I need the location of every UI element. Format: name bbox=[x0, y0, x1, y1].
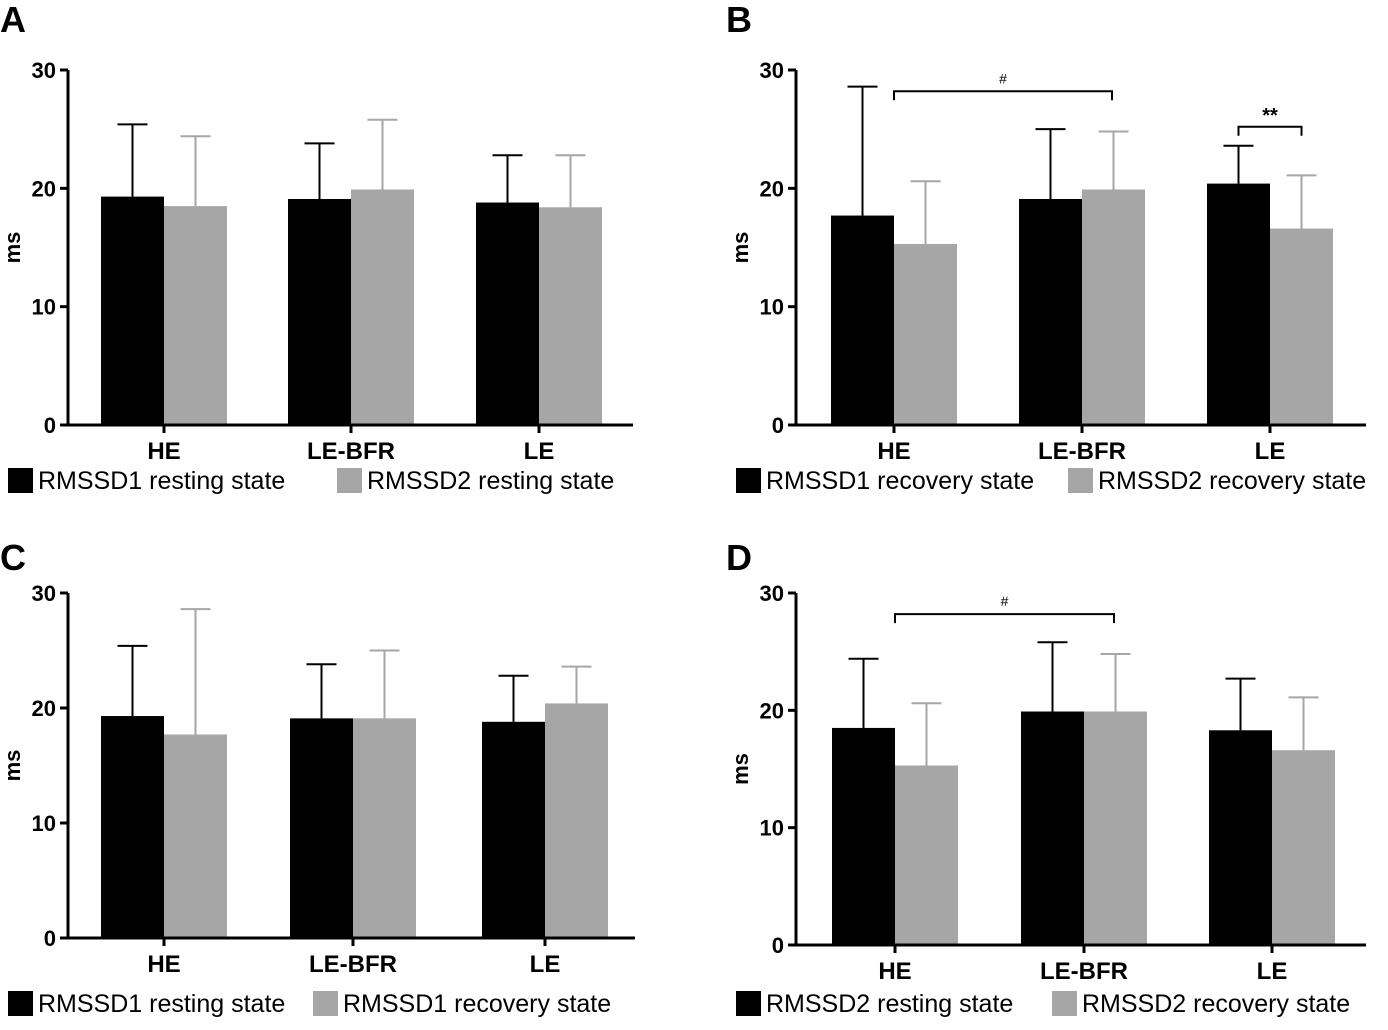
panel-letter: B bbox=[726, 0, 752, 40]
y-tick-label: 20 bbox=[760, 698, 784, 723]
chart-panel-c: Cms 0 10 20 30 HE LE-BFR LE RMSSD1 resting state… bbox=[0, 537, 635, 1018]
x-category-label: LE-BFR bbox=[1038, 438, 1126, 465]
y-axis-label: ms bbox=[728, 753, 753, 785]
bar-rmssd1-recovery-state-le-bfr bbox=[1019, 198, 1082, 425]
y-tick-label: 30 bbox=[760, 58, 784, 83]
chart-panel-a: Ams 0 10 20 30 HE LE-BFR LE RMSSD1 resting state… bbox=[0, 0, 633, 495]
bar-rmssd1-recovery-state-he bbox=[164, 734, 227, 938]
bar-rmssd1-resting-state-le bbox=[476, 202, 539, 425]
legend-entry: RMSSD2 recovery state bbox=[1082, 990, 1350, 1018]
bar-rmssd2-resting-state-le-bfr bbox=[351, 189, 414, 425]
legend-swatch bbox=[8, 468, 33, 493]
legend-entry: RMSSD2 recovery state bbox=[1098, 467, 1366, 495]
legend-swatch bbox=[337, 468, 362, 493]
legend-entry: RMSSD1 recovery state bbox=[343, 990, 611, 1018]
legend-swatch bbox=[1068, 468, 1093, 493]
significance-bracket bbox=[894, 613, 1115, 624]
y-tick-label: 20 bbox=[32, 176, 56, 201]
panel-letter: C bbox=[0, 537, 26, 578]
y-tick-label: 10 bbox=[760, 816, 784, 841]
y-tick-label: 20 bbox=[760, 176, 784, 201]
x-category-label: LE-BFR bbox=[1040, 958, 1128, 985]
x-category-label: LE bbox=[530, 951, 561, 978]
bar-rmssd2-resting-state-le bbox=[539, 207, 602, 425]
bar-rmssd1-resting-state-le bbox=[482, 721, 545, 938]
significance-bracket bbox=[1237, 125, 1303, 136]
x-category-label: LE bbox=[524, 438, 555, 465]
y-tick-label: 20 bbox=[32, 696, 56, 721]
y-tick-label: 30 bbox=[32, 58, 56, 83]
bar-rmssd1-resting-state-he bbox=[101, 196, 164, 425]
y-tick-label: 10 bbox=[760, 295, 784, 320]
bar-rmssd1-resting-state-le-bfr bbox=[290, 718, 353, 938]
legend-swatch bbox=[736, 991, 761, 1016]
bar-rmssd2-recovery-state-le-bfr bbox=[1084, 711, 1147, 945]
legend-entry: RMSSD2 resting state bbox=[766, 990, 1013, 1018]
legend-swatch bbox=[313, 991, 338, 1016]
bar-rmssd1-recovery-state-he bbox=[831, 215, 894, 425]
bar-rmssd2-recovery-state-le bbox=[1270, 228, 1333, 425]
significance-label: ** bbox=[1262, 105, 1278, 127]
y-axis-label: ms bbox=[0, 232, 25, 264]
bar-rmssd2-recovery-state-le-bfr bbox=[1082, 189, 1145, 425]
bar-rmssd1-recovery-state-le bbox=[545, 703, 608, 938]
bar-rmssd2-resting-state-le-bfr bbox=[1021, 711, 1084, 945]
y-axis-label: ms bbox=[728, 232, 753, 264]
bar-rmssd2-resting-state-he bbox=[164, 206, 227, 425]
y-tick-label: 10 bbox=[32, 811, 56, 836]
y-tick-label: 30 bbox=[760, 581, 784, 606]
legend-entry: RMSSD1 resting state bbox=[38, 990, 285, 1018]
chart-panel-b: Bms 0 10 20 30 HE LE-BFR LE # ** RMSSD1 recovery s… bbox=[726, 0, 1366, 495]
y-axis-label: ms bbox=[0, 750, 25, 782]
legend-entry: RMSSD1 resting state bbox=[38, 467, 285, 495]
x-category-label: LE bbox=[1257, 958, 1288, 985]
y-tick-label: 0 bbox=[44, 413, 56, 438]
legend-entry: RMSSD1 recovery state bbox=[766, 467, 1034, 495]
x-category-label: HE bbox=[147, 438, 180, 465]
significance-label: # bbox=[1001, 593, 1009, 609]
y-tick-label: 10 bbox=[32, 295, 56, 320]
bar-rmssd2-resting-state-le bbox=[1209, 730, 1272, 945]
x-category-label: HE bbox=[877, 438, 910, 465]
bar-rmssd2-resting-state-he bbox=[832, 727, 895, 945]
panel-letter: D bbox=[726, 537, 752, 578]
bar-rmssd1-recovery-state-le bbox=[1207, 183, 1270, 425]
y-tick-label: 0 bbox=[772, 413, 784, 438]
x-category-label: LE-BFR bbox=[307, 438, 395, 465]
panel-letter: A bbox=[0, 0, 26, 40]
bar-rmssd1-resting-state-le-bfr bbox=[288, 198, 351, 425]
bar-rmssd2-recovery-state-he bbox=[895, 765, 958, 945]
y-tick-label: 30 bbox=[32, 581, 56, 606]
legend-entry: RMSSD2 resting state bbox=[367, 467, 614, 495]
bar-rmssd1-resting-state-he bbox=[101, 716, 164, 938]
significance-label: # bbox=[999, 70, 1007, 86]
x-category-label: LE bbox=[1255, 438, 1286, 465]
significance-bracket bbox=[893, 90, 1113, 101]
y-tick-label: 0 bbox=[44, 926, 56, 951]
x-category-label: HE bbox=[878, 958, 911, 985]
x-category-label: HE bbox=[147, 951, 180, 978]
y-tick-label: 0 bbox=[772, 933, 784, 958]
x-category-label: LE-BFR bbox=[309, 951, 397, 978]
bar-rmssd2-recovery-state-le bbox=[1272, 750, 1335, 945]
chart-panel-d: Dms 0 10 20 30 HE LE-BFR LE # RMSSD2 resting stat… bbox=[726, 537, 1366, 1018]
bar-rmssd2-recovery-state-he bbox=[894, 243, 957, 425]
legend-swatch bbox=[1052, 991, 1077, 1016]
legend-swatch bbox=[8, 991, 33, 1016]
legend-swatch bbox=[736, 468, 761, 493]
bar-rmssd1-recovery-state-le-bfr bbox=[353, 718, 416, 938]
